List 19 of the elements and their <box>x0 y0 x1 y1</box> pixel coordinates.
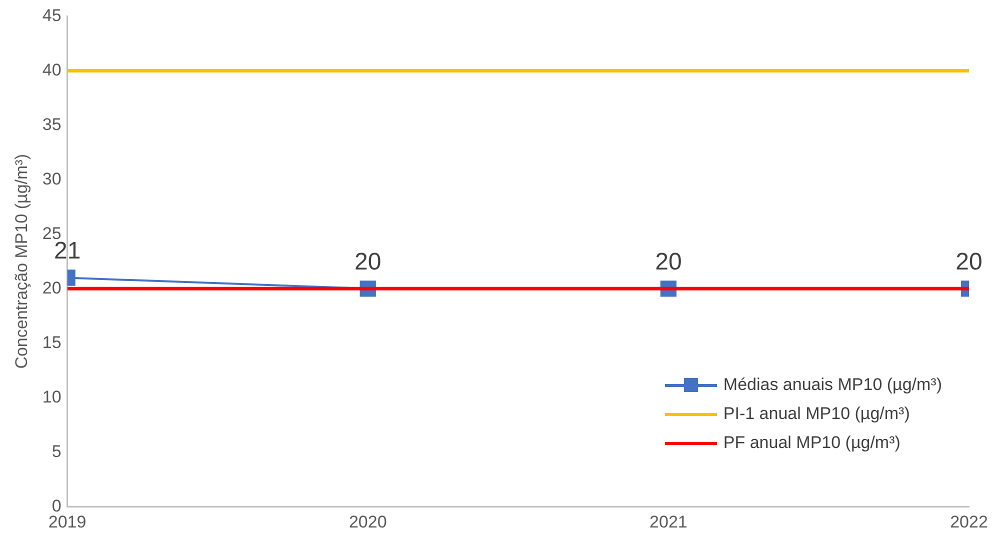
data-label: 20 <box>956 248 982 276</box>
data-label: 20 <box>354 248 382 276</box>
x-tick-label: 2020 <box>348 512 387 532</box>
y-tick-label: 15 <box>42 332 62 352</box>
legend-label: Médias anuais MP10 (µg/m³) <box>723 374 942 394</box>
y-tick-label: 5 <box>52 442 62 461</box>
x-tick-label: 2022 <box>950 512 988 532</box>
data-label: 20 <box>655 248 682 276</box>
y-tick-label: 40 <box>42 60 62 80</box>
legend-label: PI-1 anual MP10 (µg/m³) <box>723 404 910 424</box>
y-tick-label: 35 <box>42 114 62 134</box>
y-tick-label: 10 <box>42 387 62 406</box>
y-tick-label: 20 <box>42 278 62 298</box>
x-tick-label: 2021 <box>650 512 688 532</box>
y-tick-label: 45 <box>42 6 62 25</box>
y-tick-label: 30 <box>42 169 62 188</box>
y-tick-label: 25 <box>42 224 62 243</box>
y-axis-title: Concentração MP10 (µg/m³) <box>12 154 31 369</box>
legend-label: PF anual MP10 (µg/m³) <box>723 432 900 452</box>
